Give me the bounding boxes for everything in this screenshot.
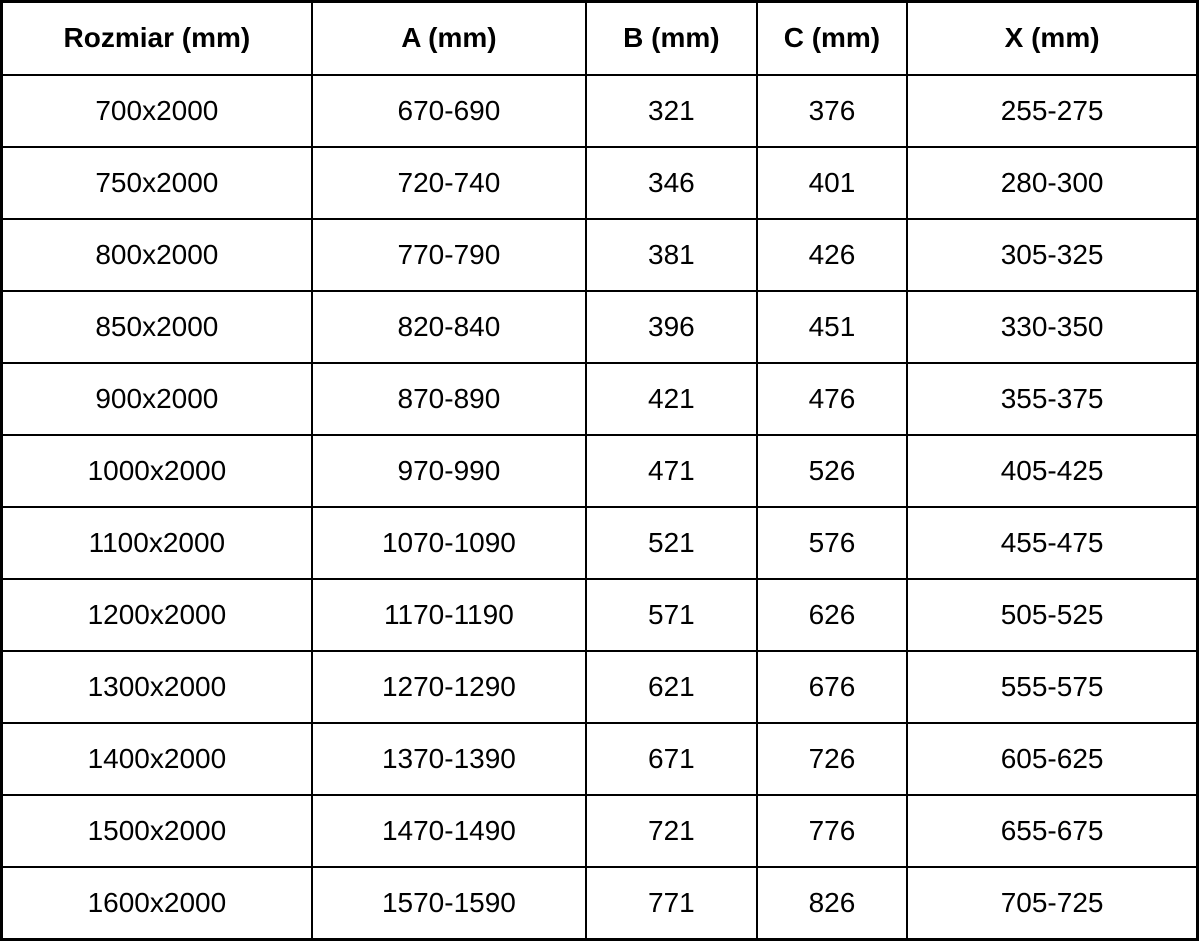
column-header-x: X (mm) — [906, 0, 1199, 76]
table-row: 1600x2000 1570-1590 771 826 705-725 — [0, 866, 1199, 941]
cell-c: 526 — [755, 434, 909, 508]
column-header-a: A (mm) — [310, 0, 588, 76]
cell-rozmiar: 1400x2000 — [0, 722, 313, 796]
cell-c: 726 — [755, 722, 909, 796]
cell-x: 255-275 — [906, 74, 1199, 148]
cell-x: 355-375 — [906, 362, 1199, 436]
cell-x: 505-525 — [906, 578, 1199, 652]
cell-a: 1170-1190 — [310, 578, 588, 652]
cell-a: 820-840 — [310, 290, 588, 364]
cell-rozmiar: 1200x2000 — [0, 578, 313, 652]
table-row: 1500x2000 1470-1490 721 776 655-675 — [0, 794, 1199, 868]
cell-x: 305-325 — [906, 218, 1199, 292]
cell-c: 426 — [755, 218, 909, 292]
cell-rozmiar: 1000x2000 — [0, 434, 313, 508]
cell-b: 671 — [585, 722, 758, 796]
cell-b: 321 — [585, 74, 758, 148]
cell-c: 376 — [755, 74, 909, 148]
cell-b: 346 — [585, 146, 758, 220]
cell-a: 720-740 — [310, 146, 588, 220]
cell-c: 476 — [755, 362, 909, 436]
cell-x: 330-350 — [906, 290, 1199, 364]
cell-rozmiar: 1100x2000 — [0, 506, 313, 580]
cell-x: 705-725 — [906, 866, 1199, 941]
cell-c: 401 — [755, 146, 909, 220]
cell-a: 870-890 — [310, 362, 588, 436]
table-row: 1400x2000 1370-1390 671 726 605-625 — [0, 722, 1199, 796]
column-header-rozmiar: Rozmiar (mm) — [0, 0, 313, 76]
cell-c: 576 — [755, 506, 909, 580]
cell-a: 1370-1390 — [310, 722, 588, 796]
cell-rozmiar: 800x2000 — [0, 218, 313, 292]
table-row: 1300x2000 1270-1290 621 676 555-575 — [0, 650, 1199, 724]
cell-c: 776 — [755, 794, 909, 868]
cell-a: 1070-1090 — [310, 506, 588, 580]
cell-rozmiar: 850x2000 — [0, 290, 313, 364]
cell-b: 421 — [585, 362, 758, 436]
cell-b: 571 — [585, 578, 758, 652]
cell-a: 770-790 — [310, 218, 588, 292]
cell-b: 521 — [585, 506, 758, 580]
cell-b: 771 — [585, 866, 758, 941]
cell-x: 455-475 — [906, 506, 1199, 580]
cell-c: 676 — [755, 650, 909, 724]
header-row: Rozmiar (mm) A (mm) B (mm) C (mm) X (mm) — [0, 0, 1199, 76]
cell-rozmiar: 1600x2000 — [0, 866, 313, 941]
cell-b: 721 — [585, 794, 758, 868]
table-row: 850x2000 820-840 396 451 330-350 — [0, 290, 1199, 364]
cell-rozmiar: 1300x2000 — [0, 650, 313, 724]
cell-rozmiar: 700x2000 — [0, 74, 313, 148]
table-row: 750x2000 720-740 346 401 280-300 — [0, 146, 1199, 220]
cell-c: 826 — [755, 866, 909, 941]
table-row: 1100x2000 1070-1090 521 576 455-475 — [0, 506, 1199, 580]
cell-rozmiar: 1500x2000 — [0, 794, 313, 868]
column-header-c: C (mm) — [755, 0, 909, 76]
cell-c: 451 — [755, 290, 909, 364]
cell-b: 471 — [585, 434, 758, 508]
table-row: 900x2000 870-890 421 476 355-375 — [0, 362, 1199, 436]
table-row: 800x2000 770-790 381 426 305-325 — [0, 218, 1199, 292]
cell-a: 1470-1490 — [310, 794, 588, 868]
cell-x: 555-575 — [906, 650, 1199, 724]
cell-x: 280-300 — [906, 146, 1199, 220]
cell-a: 670-690 — [310, 74, 588, 148]
cell-rozmiar: 900x2000 — [0, 362, 313, 436]
cell-x: 405-425 — [906, 434, 1199, 508]
cell-b: 396 — [585, 290, 758, 364]
table-row: 700x2000 670-690 321 376 255-275 — [0, 74, 1199, 148]
cell-c: 626 — [755, 578, 909, 652]
cell-b: 381 — [585, 218, 758, 292]
cell-rozmiar: 750x2000 — [0, 146, 313, 220]
table-row: 1000x2000 970-990 471 526 405-425 — [0, 434, 1199, 508]
table-row: 1200x2000 1170-1190 571 626 505-525 — [0, 578, 1199, 652]
column-header-b: B (mm) — [585, 0, 758, 76]
cell-x: 655-675 — [906, 794, 1199, 868]
cell-x: 605-625 — [906, 722, 1199, 796]
cell-b: 621 — [585, 650, 758, 724]
cell-a: 1270-1290 — [310, 650, 588, 724]
cell-a: 1570-1590 — [310, 866, 588, 941]
cell-a: 970-990 — [310, 434, 588, 508]
